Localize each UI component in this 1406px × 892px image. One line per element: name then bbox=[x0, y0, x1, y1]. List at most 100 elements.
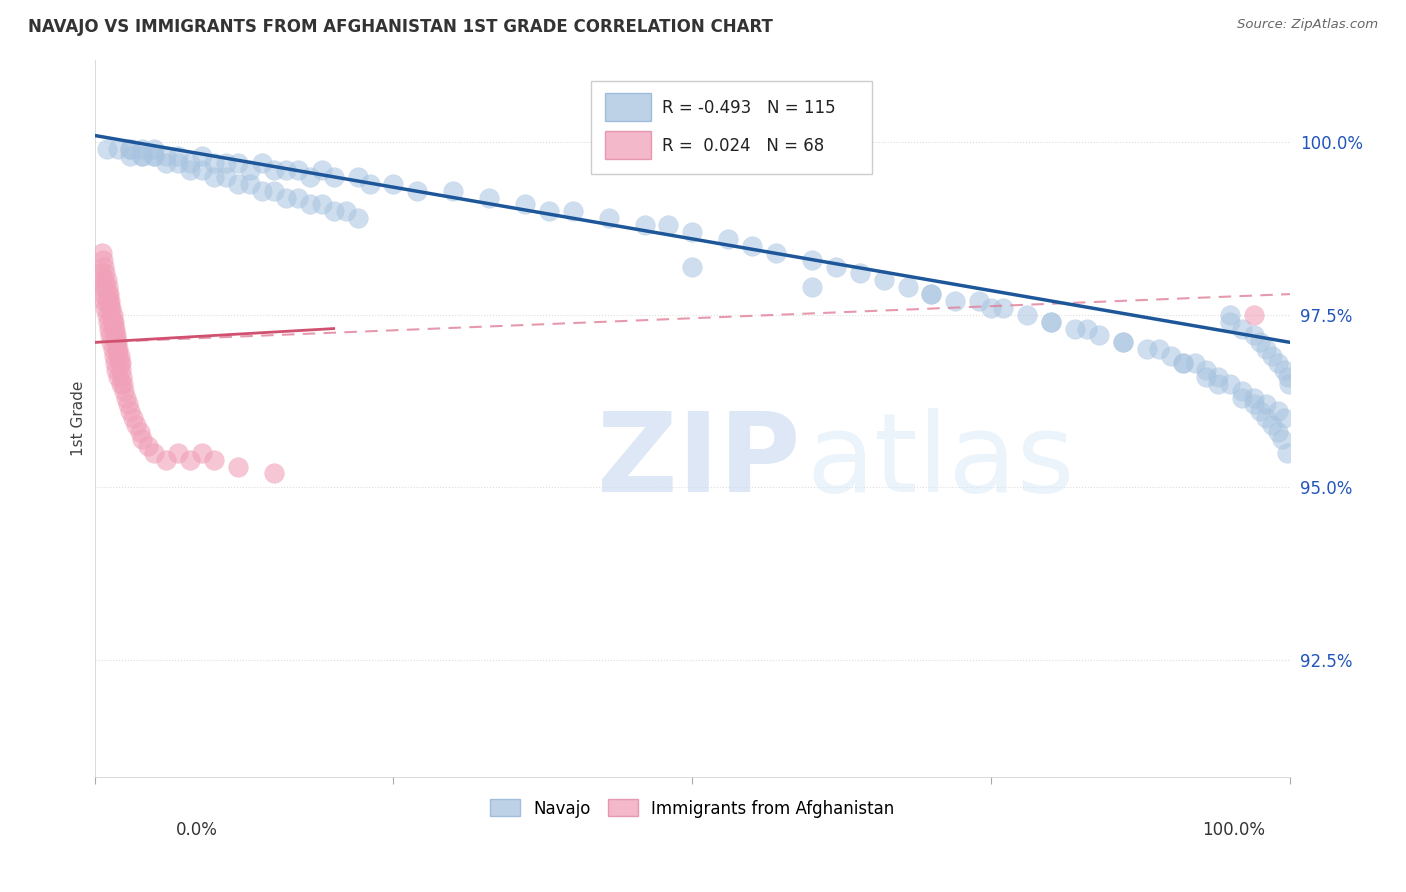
Point bbox=[98, 301, 121, 315]
Point bbox=[143, 149, 166, 163]
Point bbox=[108, 349, 131, 363]
Point bbox=[1232, 391, 1254, 405]
Point bbox=[1261, 349, 1284, 363]
Text: Source: ZipAtlas.com: Source: ZipAtlas.com bbox=[1237, 18, 1378, 31]
Point bbox=[921, 287, 943, 301]
Point bbox=[105, 343, 128, 357]
Point bbox=[1147, 343, 1170, 357]
Point bbox=[1112, 335, 1135, 350]
Point bbox=[1249, 404, 1271, 418]
Point bbox=[359, 177, 381, 191]
Point bbox=[191, 149, 214, 163]
Point bbox=[1267, 404, 1289, 418]
Text: NAVAJO VS IMMIGRANTS FROM AFGHANISTAN 1ST GRADE CORRELATION CHART: NAVAJO VS IMMIGRANTS FROM AFGHANISTAN 1S… bbox=[28, 18, 773, 36]
Point bbox=[1272, 363, 1295, 377]
Point bbox=[107, 349, 129, 363]
Point bbox=[110, 376, 132, 391]
Point bbox=[100, 301, 122, 315]
Point bbox=[143, 142, 166, 156]
Point bbox=[1243, 397, 1265, 411]
Point bbox=[138, 439, 160, 453]
Point bbox=[96, 293, 118, 308]
Point bbox=[239, 177, 262, 191]
Point bbox=[125, 418, 148, 433]
Point bbox=[98, 293, 121, 308]
Point bbox=[1136, 343, 1159, 357]
Point bbox=[1195, 369, 1218, 384]
FancyBboxPatch shape bbox=[591, 81, 872, 174]
Point bbox=[155, 149, 177, 163]
Point bbox=[167, 446, 190, 460]
Point bbox=[657, 218, 679, 232]
FancyBboxPatch shape bbox=[605, 94, 651, 120]
Point bbox=[1040, 315, 1063, 329]
Point bbox=[1088, 328, 1111, 343]
Point bbox=[1243, 328, 1265, 343]
Point bbox=[1256, 343, 1278, 357]
Point bbox=[93, 293, 115, 308]
Point bbox=[848, 267, 870, 281]
Point bbox=[167, 156, 190, 170]
Point bbox=[311, 163, 333, 178]
Point bbox=[96, 308, 118, 322]
Point bbox=[112, 376, 135, 391]
Point bbox=[681, 225, 703, 239]
Legend: Navajo, Immigrants from Afghanistan: Navajo, Immigrants from Afghanistan bbox=[482, 791, 903, 826]
Point bbox=[143, 446, 166, 460]
Text: ZIP: ZIP bbox=[596, 408, 800, 515]
Point bbox=[969, 293, 991, 308]
Point bbox=[91, 252, 114, 267]
Point bbox=[94, 280, 117, 294]
Point bbox=[104, 321, 127, 335]
Point bbox=[1271, 432, 1294, 446]
FancyBboxPatch shape bbox=[605, 131, 651, 159]
Point bbox=[226, 177, 249, 191]
Point bbox=[93, 273, 115, 287]
Point bbox=[100, 335, 122, 350]
Point bbox=[103, 349, 125, 363]
Point bbox=[921, 287, 943, 301]
Point bbox=[1256, 397, 1278, 411]
Point bbox=[1219, 376, 1241, 391]
Point bbox=[107, 369, 129, 384]
Point bbox=[382, 177, 405, 191]
Point bbox=[215, 156, 238, 170]
Point bbox=[90, 267, 112, 281]
Point bbox=[93, 260, 115, 274]
Point bbox=[120, 142, 142, 156]
Point bbox=[1208, 369, 1230, 384]
Point bbox=[322, 169, 344, 184]
Point bbox=[117, 397, 139, 411]
Point bbox=[1219, 308, 1241, 322]
Point bbox=[598, 211, 620, 226]
Point bbox=[202, 169, 225, 184]
Point bbox=[263, 467, 285, 481]
Point bbox=[107, 142, 129, 156]
Point bbox=[513, 197, 536, 211]
Point bbox=[97, 293, 120, 308]
Point bbox=[1272, 411, 1295, 425]
Point bbox=[1208, 376, 1230, 391]
Point bbox=[1243, 391, 1265, 405]
Point bbox=[155, 156, 177, 170]
Text: R = -0.493   N = 115: R = -0.493 N = 115 bbox=[662, 99, 837, 117]
Point bbox=[1232, 384, 1254, 398]
Point bbox=[1017, 308, 1039, 322]
Point bbox=[1278, 376, 1301, 391]
Point bbox=[105, 328, 128, 343]
Point bbox=[103, 321, 125, 335]
Point bbox=[111, 369, 134, 384]
Point bbox=[96, 273, 118, 287]
Point bbox=[274, 163, 297, 178]
Point bbox=[110, 356, 132, 370]
Point bbox=[1160, 349, 1182, 363]
Point bbox=[100, 308, 122, 322]
Point bbox=[1267, 425, 1289, 439]
Point bbox=[120, 142, 142, 156]
Point bbox=[110, 363, 132, 377]
Point bbox=[1195, 363, 1218, 377]
Point bbox=[945, 293, 967, 308]
Point bbox=[441, 184, 464, 198]
Point bbox=[98, 328, 121, 343]
Point bbox=[993, 301, 1015, 315]
